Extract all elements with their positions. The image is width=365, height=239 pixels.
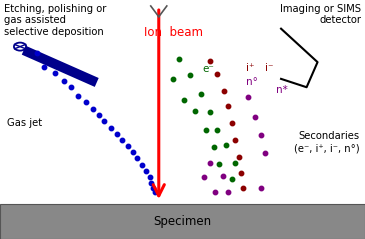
Text: n°: n°: [246, 77, 258, 87]
Text: Ion  beam: Ion beam: [144, 26, 203, 39]
Text: e⁻: e⁻: [203, 64, 215, 74]
Text: n*: n*: [276, 85, 287, 95]
Bar: [0, 204, 365, 239]
Text: Specimen: Specimen: [153, 215, 212, 228]
Text: Secondaries
(e⁻, i⁺, i⁻, n°): Secondaries (e⁻, i⁺, i⁻, n°): [294, 131, 360, 153]
Text: Imaging or SIMS
detector: Imaging or SIMS detector: [280, 4, 361, 25]
Text: Gas jet: Gas jet: [7, 118, 42, 128]
Text: i⁺: i⁺: [246, 63, 255, 73]
Text: Etching, polishing or
gas assisted
selective deposition: Etching, polishing or gas assisted selec…: [4, 4, 106, 37]
Text: i⁻: i⁻: [265, 63, 273, 73]
